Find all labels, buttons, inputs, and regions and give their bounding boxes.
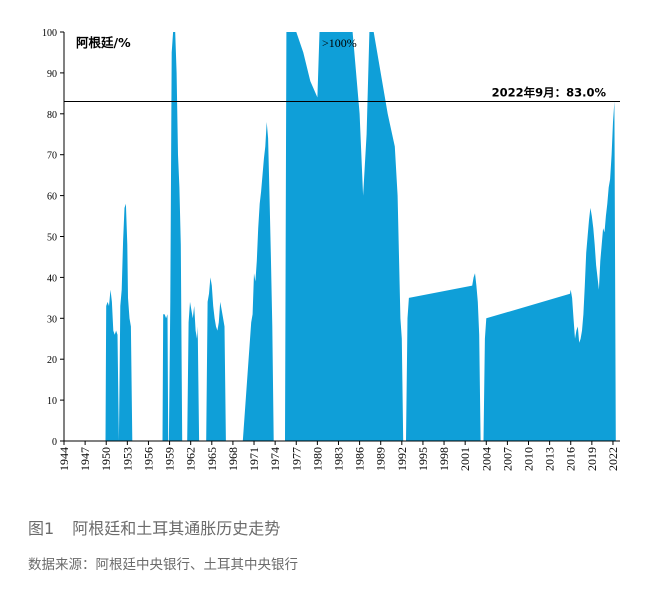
x-tick-label: 2016	[564, 447, 578, 471]
y-tick-label: 60	[47, 192, 57, 203]
x-tick-label: 1983	[331, 447, 345, 471]
y-tick-label: 20	[47, 355, 57, 366]
x-tick-label: 1950	[99, 447, 113, 471]
x-tick-label: 1956	[141, 447, 155, 471]
x-tick-label: 1947	[78, 447, 92, 471]
data-source-note: 数据来源：阿根廷中央银行、土耳其中央银行	[28, 557, 298, 573]
x-tick-label: 2001	[458, 447, 472, 471]
y-tick-label: 80	[47, 110, 57, 121]
x-tick-label: 1944	[57, 447, 71, 471]
x-tick-label: 2022	[606, 447, 620, 471]
x-tick-label: 2004	[479, 447, 493, 471]
x-tick-label: 1959	[163, 447, 177, 471]
y-tick-label: 0	[52, 437, 57, 448]
y-tick-label: 90	[47, 69, 57, 80]
figure-caption: 图1 阿根廷和土耳其通胀历史走势	[28, 515, 280, 539]
x-tick-label: 1968	[226, 447, 240, 471]
x-tick-label: 1989	[374, 447, 388, 471]
series-label: 阿根廷/%	[76, 35, 131, 50]
reference-label: 2022年9月：83.0%	[492, 86, 607, 100]
x-tick-label: 2007	[500, 447, 514, 471]
x-tick-label: 1977	[289, 447, 303, 471]
y-tick-label: 10	[47, 396, 57, 407]
y-tick-label: 70	[47, 151, 57, 162]
plot-area	[105, 32, 616, 441]
x-tick-label: 1980	[310, 447, 324, 471]
figure-title: 阿根廷和土耳其通胀历史走势	[72, 519, 281, 538]
figure-number: 图1	[28, 519, 55, 538]
x-tick-label: 2010	[522, 447, 536, 471]
y-tick-label: 30	[47, 314, 57, 325]
x-tick-label: 1998	[437, 447, 451, 471]
x-tick-label: 1953	[120, 447, 134, 471]
over-100-annotation: >100%	[322, 36, 357, 50]
x-tick-label: 1962	[184, 447, 198, 471]
inflation-area-series	[105, 32, 616, 441]
x-tick-label: 1974	[268, 447, 282, 471]
x-tick-label: 1971	[247, 447, 261, 471]
x-tick-label: 2019	[585, 447, 599, 471]
x-axis: 1944 1947 1950 1953 1956 1959 1962 1965 1968 1971…	[57, 440, 620, 471]
x-tick-label: 1986	[353, 447, 367, 471]
y-tick-label: 50	[47, 233, 57, 244]
y-tick-label: 40	[47, 273, 57, 284]
x-tick-label: 1995	[416, 447, 430, 471]
y-tick-label: 100	[42, 28, 57, 39]
x-tick-label: 2013	[543, 447, 557, 471]
x-tick-label: 1992	[395, 447, 409, 471]
x-tick-label: 1965	[205, 447, 219, 471]
y-axis: 0 10 20 30 40 50 60 70 80 90 100	[42, 28, 65, 448]
annotations: 2022年9月：83.0% 阿根廷/% >100%	[64, 35, 620, 103]
